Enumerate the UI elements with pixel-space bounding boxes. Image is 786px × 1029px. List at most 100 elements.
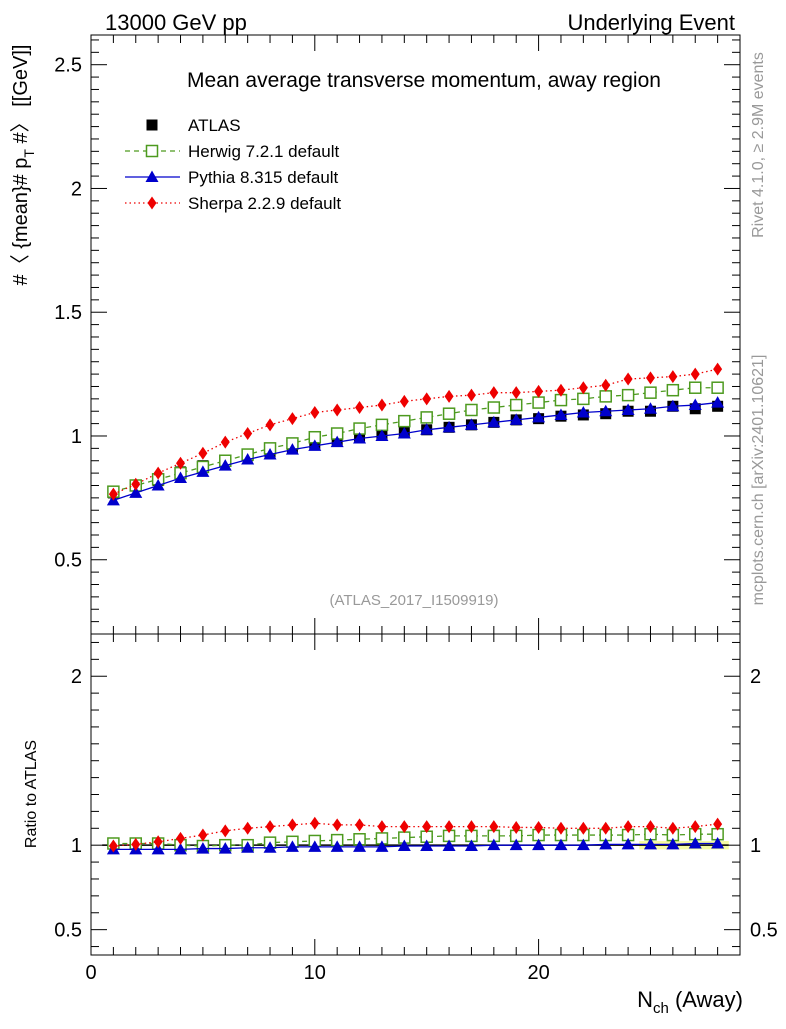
data-point-sherpa xyxy=(108,487,118,501)
data-point-pythia xyxy=(241,452,255,465)
series-line-herwig xyxy=(113,387,718,493)
data-point-herwig xyxy=(688,381,702,394)
ratio-point-pythia xyxy=(711,836,725,849)
rivet-version-label: Rivet 4.1.0, ≥ 2.9M events xyxy=(750,52,767,238)
data-point-pythia xyxy=(666,399,680,412)
series-layer xyxy=(106,362,725,855)
data-point-pythia xyxy=(711,396,725,408)
ratio-point-sherpa xyxy=(108,839,118,853)
ratio-y-tick-label-right: 2 xyxy=(750,666,761,688)
data-point-pythia xyxy=(263,448,277,460)
ratio-point-sherpa xyxy=(534,820,544,834)
ratio-point-sherpa xyxy=(332,818,342,832)
legend-marker-herwig xyxy=(145,144,159,158)
ratio-line-pythia xyxy=(113,842,718,851)
legend: ATLAS Herwig 7.2.1 default Pythia 8.315 de… xyxy=(125,116,341,213)
ratio-point-sherpa xyxy=(265,820,275,834)
data-point-herwig xyxy=(577,392,590,406)
ratio-point-sherpa xyxy=(668,821,678,835)
ratio-point-sherpa xyxy=(690,820,700,834)
ratio-point-sherpa xyxy=(399,820,409,834)
ratio-point-sherpa xyxy=(556,821,566,835)
y-tick-label: 2 xyxy=(71,178,82,200)
legend-entry-sherpa: Sherpa 2.2.9 default xyxy=(125,194,341,213)
ratio-point-sherpa xyxy=(355,818,365,832)
mcplots-label: mcplots.cern.ch [arXiv:2401.10621] xyxy=(750,355,767,606)
y-tick-label: 1 xyxy=(71,426,82,448)
data-point-sherpa xyxy=(355,401,365,415)
data-point-herwig xyxy=(442,407,456,420)
data-point-sherpa xyxy=(287,412,297,426)
ratio-point-pythia xyxy=(532,838,546,851)
ratio-point-sherpa xyxy=(243,821,253,835)
data-point-pythia xyxy=(688,398,702,411)
data-point-herwig xyxy=(644,386,657,399)
ratio-point-sherpa xyxy=(489,820,499,834)
data-point-sherpa xyxy=(601,378,611,392)
series-atlas xyxy=(107,400,724,499)
data-point-sherpa xyxy=(668,370,678,384)
y-tick-label: 0.5 xyxy=(54,550,82,572)
data-point-sherpa xyxy=(220,435,230,449)
data-point-herwig xyxy=(532,396,545,409)
data-point-herwig xyxy=(487,401,501,414)
data-point-herwig xyxy=(666,383,680,397)
ratio-point-pythia xyxy=(420,839,434,852)
ratio-point-pythia xyxy=(196,842,210,854)
ratio-point-sherpa xyxy=(310,816,320,830)
legend-entry-herwig: Herwig 7.2.1 default xyxy=(125,142,339,161)
data-point-herwig xyxy=(465,403,478,417)
data-point-sherpa xyxy=(153,466,163,480)
ratio-point-pythia xyxy=(308,840,322,852)
legend-entry-pythia: Pythia 8.315 default xyxy=(125,168,339,187)
data-point-herwig xyxy=(509,398,523,412)
ratio-y-tick-label: 1 xyxy=(71,835,82,857)
ratio-axis-label: Ratio to ATLAS xyxy=(23,740,40,848)
ratio-point-pythia xyxy=(397,839,411,852)
ratio-point-pythia xyxy=(688,836,702,849)
ratio-line-sherpa xyxy=(113,822,718,847)
legend-marker-pythia xyxy=(145,170,159,182)
ratio-point-pythia xyxy=(218,842,232,854)
data-point-sherpa xyxy=(399,394,409,408)
legend-label-herwig: Herwig 7.2.1 default xyxy=(188,142,339,161)
ratio-point-pythia xyxy=(487,838,501,851)
data-point-sherpa xyxy=(534,384,544,398)
y-tick-label: 2.5 xyxy=(54,55,82,77)
chart-title: Mean average transverse momentum, away r… xyxy=(187,69,661,92)
data-point-pythia xyxy=(308,439,322,451)
ratio-point-sherpa xyxy=(645,820,655,834)
ratio-point-sherpa xyxy=(176,831,186,845)
legend-entry-atlas: ATLAS xyxy=(146,116,241,135)
ratio-point-sherpa xyxy=(511,820,521,834)
data-point-sherpa xyxy=(444,389,454,403)
data-point-pythia xyxy=(285,443,299,455)
data-point-sherpa xyxy=(131,477,141,491)
data-point-sherpa xyxy=(265,418,275,432)
ratio-point-sherpa xyxy=(422,820,432,834)
ratio-point-sherpa xyxy=(198,828,208,842)
x-axis-label-sub: ch xyxy=(653,1000,669,1017)
ratio-point-sherpa xyxy=(444,820,454,834)
data-point-pythia xyxy=(487,415,501,428)
series-pythia xyxy=(106,396,725,855)
ratio-line-herwig xyxy=(113,833,718,847)
data-point-pythia xyxy=(643,402,657,414)
y-axis-label-sub: T xyxy=(21,149,37,158)
ratio-point-sherpa xyxy=(153,835,163,849)
ratio-y-tick-label: 2 xyxy=(71,666,82,688)
ratio-y-tick-label-right: 0.5 xyxy=(750,920,778,942)
data-point-pythia xyxy=(218,459,232,471)
x-tick-label: 0 xyxy=(85,962,96,984)
analysis-id-label: (ATLAS_2017_I1509919) xyxy=(329,592,498,609)
data-point-sherpa xyxy=(713,362,723,376)
ratio-point-pythia xyxy=(151,842,165,855)
header-energy: 13000 GeV pp xyxy=(105,10,247,35)
x-tick-label: 20 xyxy=(527,962,549,984)
legend-label-sherpa: Sherpa 2.2.9 default xyxy=(188,194,341,213)
ratio-point-pythia xyxy=(353,840,367,852)
data-point-sherpa xyxy=(556,383,566,397)
legend-label-atlas: ATLAS xyxy=(188,116,241,135)
ratio-point-sherpa xyxy=(623,820,633,834)
